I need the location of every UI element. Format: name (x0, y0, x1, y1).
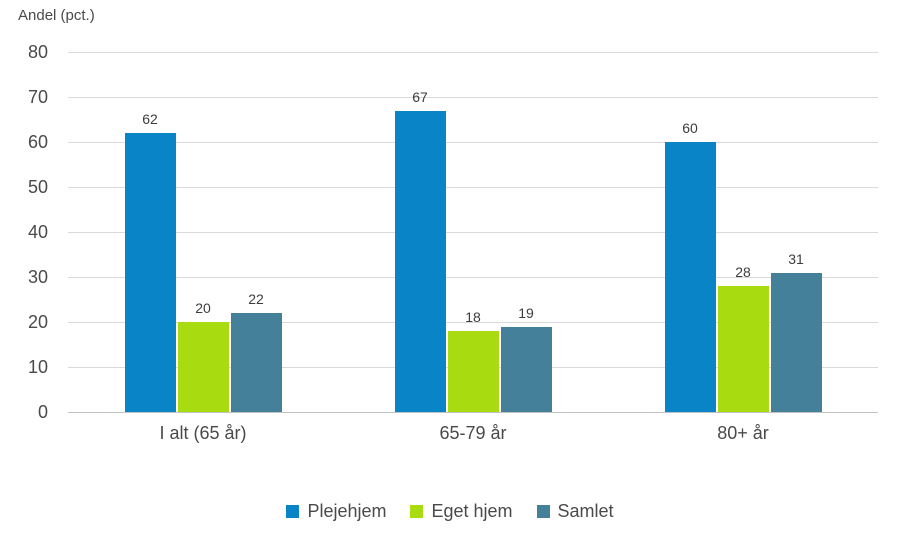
y-axis-tick-label: 50 (27, 177, 48, 197)
y-axis-title: Andel (pct.) (18, 7, 95, 24)
gridline (68, 142, 878, 143)
y-axis-tick-label: 10 (27, 357, 48, 377)
gridline (68, 52, 878, 53)
bar-value-label: 28 (735, 264, 751, 280)
bar-eget-hjem (447, 331, 499, 412)
x-axis-line (68, 412, 878, 413)
bar-with-label: 28 (717, 264, 769, 412)
legend: Plejehjem Eget hjem Samlet (0, 501, 900, 522)
bar-with-label: 22 (230, 291, 282, 412)
legend-color-swatch (286, 505, 300, 518)
bar-with-label: 67 (394, 88, 446, 412)
gridline (68, 97, 878, 98)
legend-item-eget-hjem: Eget hjem (410, 501, 513, 522)
gridline (68, 322, 878, 323)
y-axis-tick-label: 40 (27, 222, 48, 242)
bar-plejehjem (124, 133, 176, 412)
plot-area: 62 20 22 67 18 19 60 28 31 (68, 52, 878, 413)
bar-samlet (500, 326, 552, 412)
bar-group-80+-år: 60 28 31 (608, 52, 878, 412)
bar-value-label: 20 (195, 300, 211, 316)
bar-value-label: 31 (788, 250, 804, 267)
bar-value-label: 19 (518, 304, 534, 321)
y-axis-tick-label: 70 (27, 87, 48, 107)
x-axis-category-label: 80+ år (717, 423, 769, 443)
bar-with-label: 31 (770, 250, 822, 412)
bar-value-label: 62 (142, 111, 158, 127)
legend-item-samlet: Samlet (536, 501, 614, 522)
y-axis-tick-label: 0 (37, 402, 48, 422)
legend-label: Plejehjem (307, 501, 387, 521)
gridline (68, 277, 878, 278)
gridline (68, 187, 878, 188)
y-axis-tick-label: 60 (27, 132, 48, 152)
x-axis-category-label: 65-79 år (439, 423, 507, 443)
bar-plejehjem (394, 110, 446, 412)
y-axis-tick-label: 80 (27, 42, 48, 62)
bar-eget-hjem (177, 322, 229, 412)
bar-group-65-79-år: 67 18 19 (338, 52, 608, 412)
bar-value-label: 22 (248, 291, 264, 307)
legend-item-plejehjem: Plejehjem (286, 501, 386, 522)
bar-with-label: 19 (500, 304, 552, 412)
x-axis-category-label: I alt (65 år) (159, 423, 247, 443)
y-axis-tick-label: 20 (27, 312, 48, 332)
bar-samlet (230, 313, 282, 412)
bar-with-label: 62 (124, 111, 176, 412)
legend-label: Samlet (557, 501, 614, 521)
bar-value-label: 67 (412, 88, 428, 105)
bar-eget-hjem (717, 286, 769, 412)
bar-samlet (770, 272, 822, 412)
bar-with-label: 20 (177, 300, 229, 412)
y-axis-tick-label: 30 (27, 267, 48, 287)
bar-plejehjem (664, 142, 716, 412)
bar-value-label: 18 (465, 309, 481, 325)
legend-label: Eget hjem (431, 501, 513, 521)
legend-color-swatch (410, 505, 424, 518)
gridline (68, 232, 878, 233)
bar-group-i-alt-(65-år): 62 20 22 (68, 52, 338, 412)
bar-with-label: 60 (664, 120, 716, 412)
legend-color-swatch (536, 505, 550, 518)
bar-value-label: 60 (682, 120, 698, 136)
bar-with-label: 18 (447, 309, 499, 412)
